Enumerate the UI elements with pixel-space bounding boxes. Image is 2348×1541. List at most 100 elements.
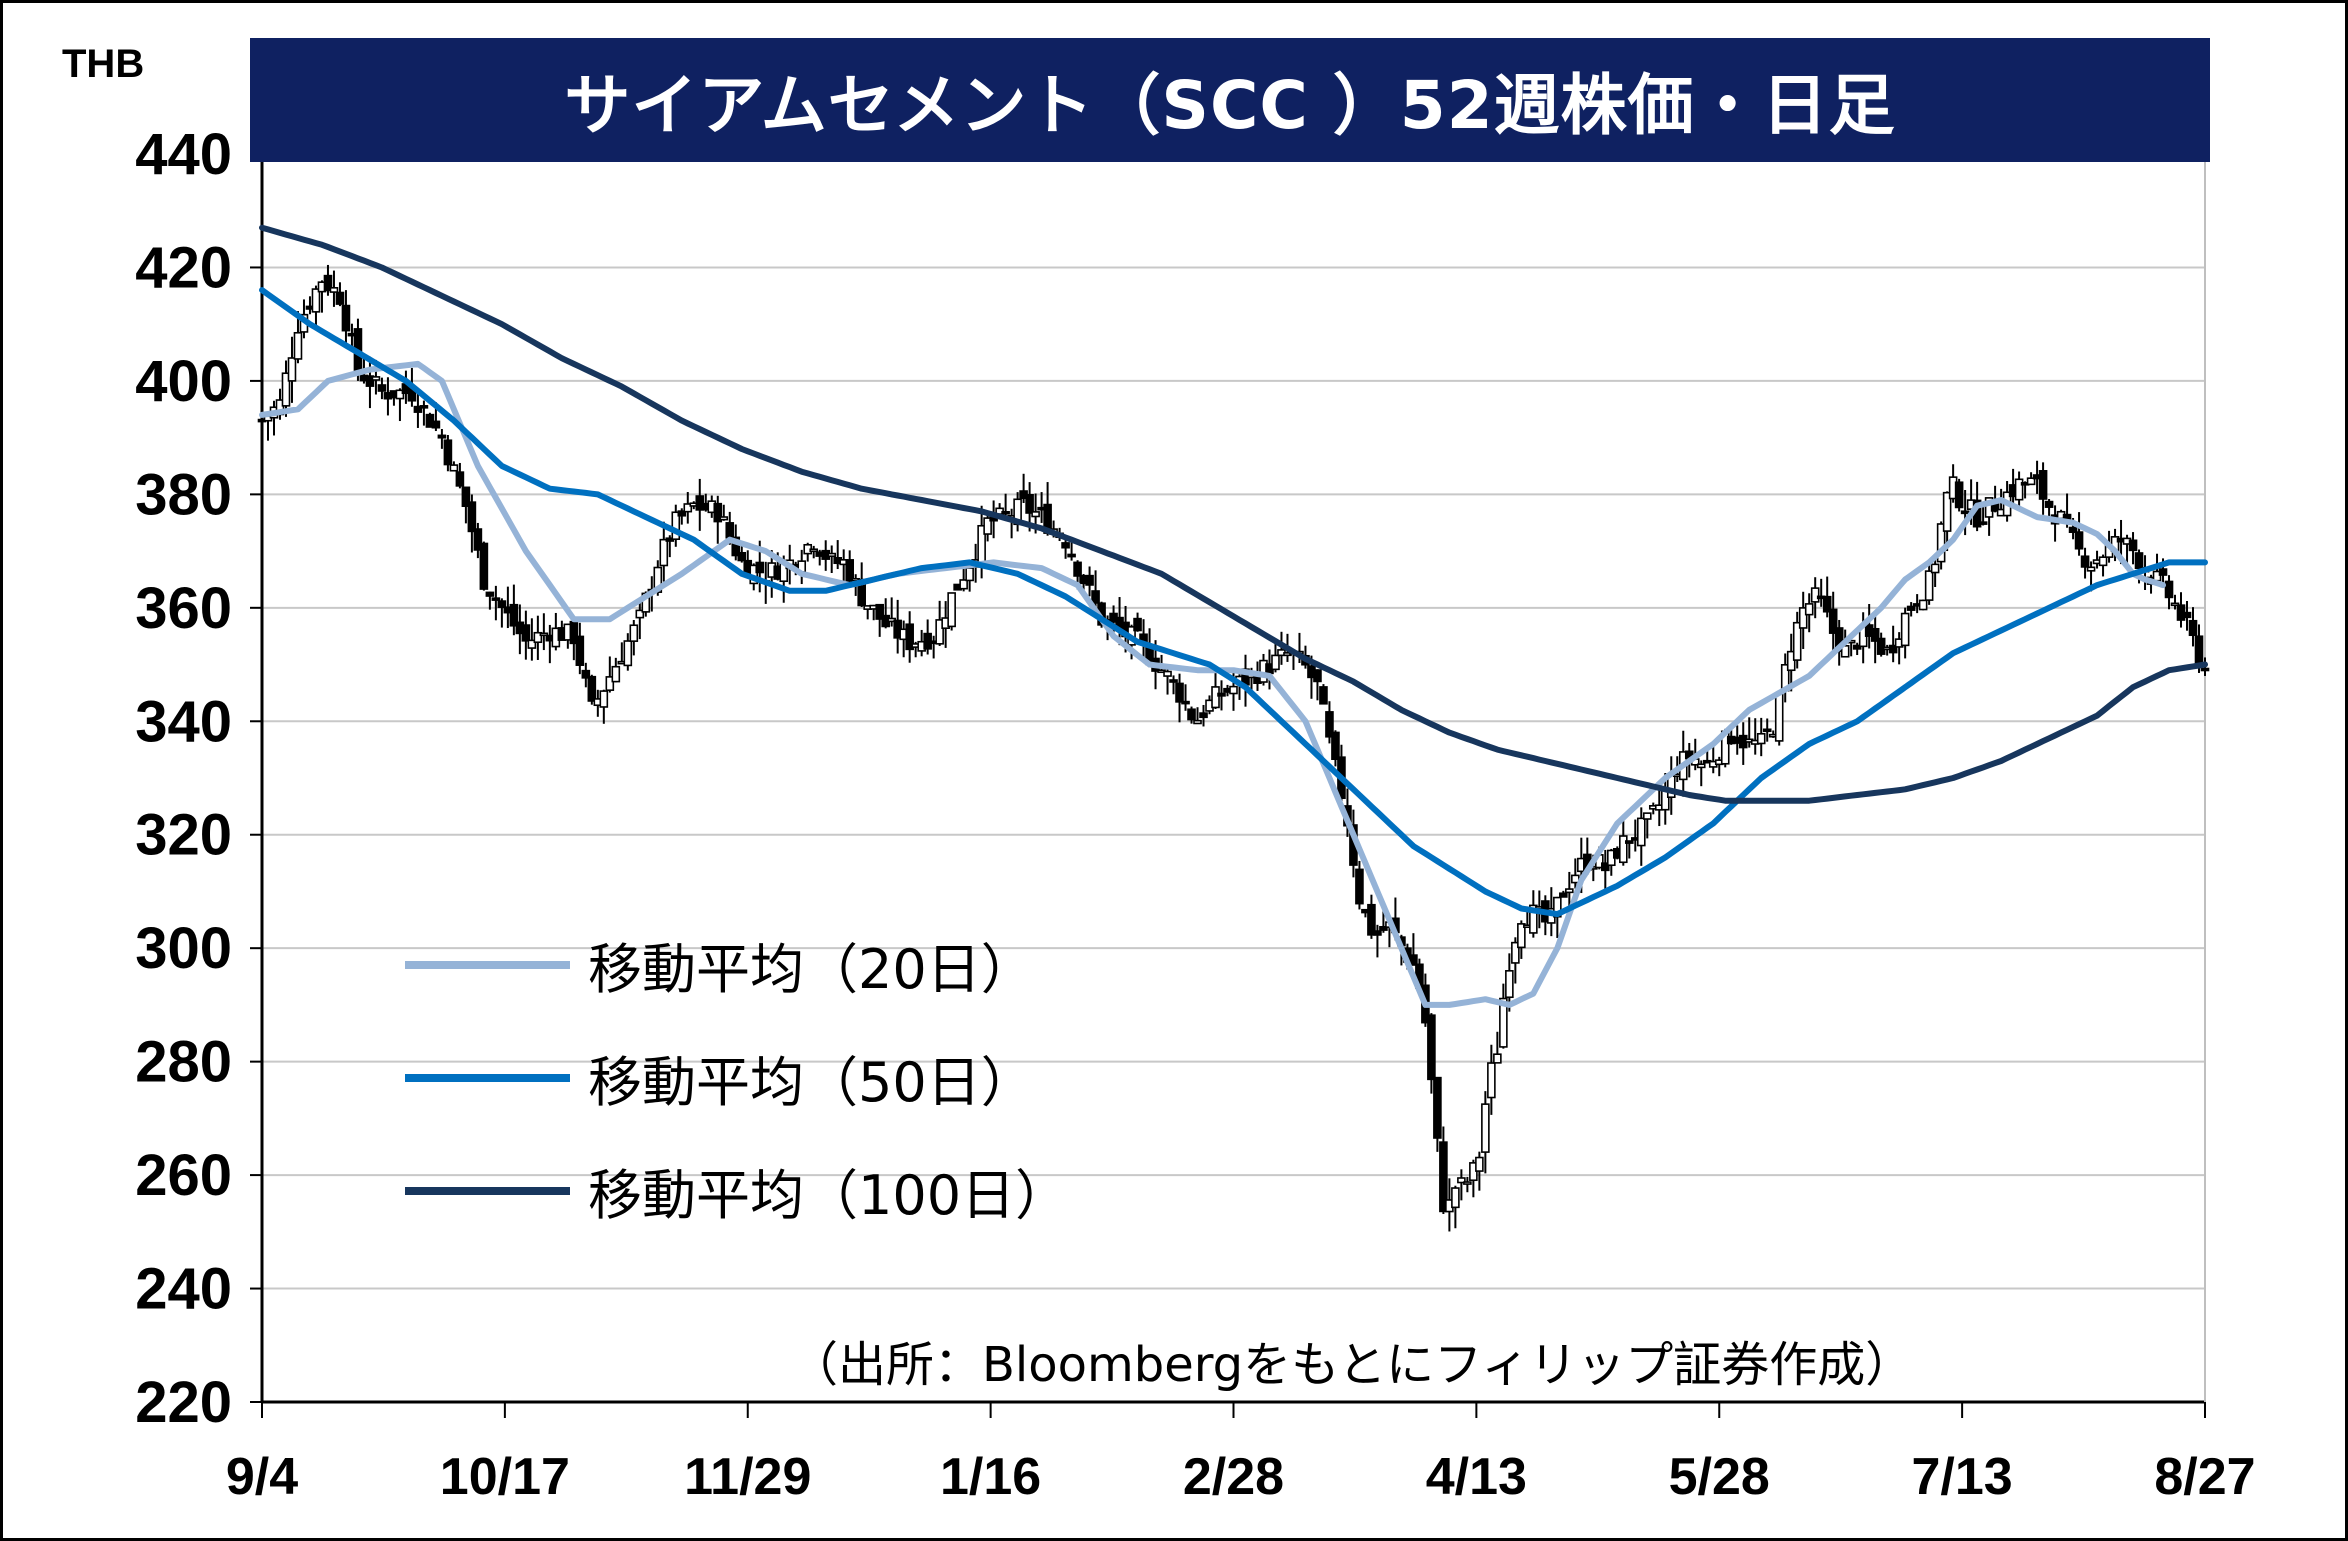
candle-down — [323, 274, 333, 292]
chart-title: サイアムセメント（SCC ）52週株価・日足 — [564, 67, 1896, 144]
legend-label-ma50: 移動平均（50日） — [588, 1051, 1035, 1114]
candle-up — [527, 639, 537, 649]
candle-up — [1565, 888, 1574, 894]
xtick-label-1: 10/17 — [440, 1448, 570, 1506]
candle-up — [1810, 587, 1820, 603]
candle-up — [1229, 685, 1238, 695]
candle-down — [2128, 539, 2138, 552]
candle-down — [2080, 555, 2090, 568]
xtick-label-7: 7/13 — [1912, 1448, 2013, 1506]
legend-item-ma50: 移動平均（50日） — [405, 1038, 1035, 1117]
candle-down — [1852, 644, 1862, 650]
xtick-label-8: 8/27 — [2154, 1448, 2255, 1506]
candle-down — [1427, 1014, 1436, 1081]
candle-up — [539, 632, 549, 637]
candle-down — [1762, 728, 1772, 733]
candle-down — [1175, 682, 1184, 703]
candle-up — [1696, 763, 1706, 769]
candle-down — [2200, 667, 2210, 672]
xtick-label-0: 9/4 — [226, 1448, 298, 1506]
candle-up — [1481, 1103, 1490, 1153]
candle-down — [2194, 635, 2204, 666]
ytick-label-220: 220 — [135, 1370, 232, 1435]
candle-up — [1804, 603, 1814, 616]
candle-down — [581, 669, 591, 679]
candle-up — [371, 376, 381, 381]
candle-down — [725, 522, 735, 539]
candle-down — [755, 561, 765, 574]
candle-down — [1888, 644, 1898, 654]
candle-up — [1517, 923, 1526, 949]
candle-up — [1786, 650, 1796, 672]
ytick-label-340: 340 — [135, 689, 232, 754]
candle-up — [623, 640, 633, 667]
candle-up — [1211, 686, 1220, 709]
candle-down — [1325, 711, 1334, 738]
candle-down — [1954, 481, 1964, 509]
candle-down — [1439, 1141, 1448, 1213]
candle-down — [1067, 553, 1076, 558]
candle-down — [1319, 686, 1328, 705]
candle-up — [659, 538, 669, 567]
candle-up — [1930, 563, 1940, 574]
candle-down — [1624, 840, 1634, 844]
candle-up — [947, 592, 956, 628]
candle-up — [2026, 477, 2036, 486]
candle-down — [1061, 542, 1070, 549]
candle-down — [2044, 500, 2054, 508]
title-bar: サイアムセメント（SCC ）52週株価・日足 — [250, 38, 2210, 162]
candle-down — [1169, 679, 1178, 683]
candle-up — [1798, 607, 1808, 629]
candle-up — [1457, 1177, 1466, 1184]
candle-down — [461, 486, 471, 508]
candle-up — [1451, 1187, 1460, 1209]
candle-down — [1217, 692, 1226, 697]
candle-up — [287, 357, 297, 382]
ytick-label-300: 300 — [135, 916, 232, 981]
candle-down — [1906, 605, 1916, 611]
candle-down — [1876, 637, 1886, 655]
candle-down — [2134, 552, 2144, 570]
candle-up — [2014, 478, 2024, 501]
candle-down — [491, 597, 501, 601]
grid-lines — [262, 153, 2205, 1290]
legend-label-ma100: 移動平均（100日） — [588, 1164, 1070, 1227]
y-axis-ticks: 220 240 260 280 300 320 340 360 380 400 420 440 — [135, 122, 262, 1435]
candle-up — [1924, 570, 1934, 601]
ma100-line — [259, 224, 2208, 804]
candle-up — [1529, 904, 1538, 934]
candle-up — [1193, 719, 1202, 725]
legend-swatch-ma50 — [405, 1073, 570, 1082]
candle-down — [1355, 868, 1364, 905]
candle-down — [731, 536, 741, 557]
candle-up — [983, 517, 992, 535]
unit-label: THB — [62, 42, 145, 86]
ytick-label-260: 260 — [135, 1143, 232, 1208]
candle-down — [1870, 627, 1880, 642]
candle-up — [827, 552, 837, 558]
candle-down — [1559, 892, 1568, 898]
candle-up — [449, 464, 459, 472]
candle-down — [1187, 708, 1196, 721]
candle-down — [1313, 669, 1322, 683]
xtick-label-2: 11/29 — [684, 1448, 811, 1506]
candle-up — [1475, 1156, 1484, 1172]
candle-up — [1936, 523, 1946, 563]
candle-down — [485, 591, 495, 597]
legend-item-ma20: 移動平均（20日） — [405, 925, 1035, 1004]
candle-up — [1792, 621, 1802, 661]
candle-up — [1756, 732, 1766, 745]
candle-up — [1900, 612, 1910, 647]
candle-down — [1199, 712, 1208, 719]
candle-up — [1271, 654, 1280, 671]
candle-down — [1367, 903, 1376, 936]
candle-up — [2170, 602, 2180, 607]
candle-up — [1636, 817, 1646, 847]
xtick-label-3: 1/16 — [940, 1448, 1041, 1506]
candle-up — [1642, 812, 1652, 820]
candle-up — [1487, 1062, 1496, 1099]
candle-down — [443, 439, 453, 466]
candle-down — [1133, 617, 1142, 632]
candle-up — [719, 516, 729, 521]
